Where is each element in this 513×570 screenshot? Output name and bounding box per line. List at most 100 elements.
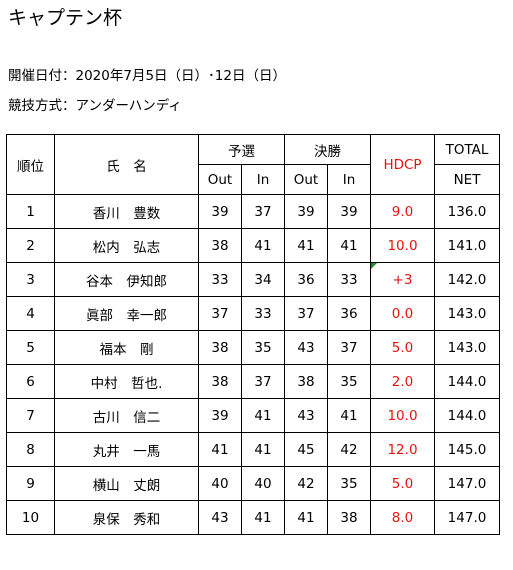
final-in-cell: 35 — [327, 466, 371, 501]
final-out-cell: 45 — [284, 432, 328, 467]
final-out-cell: 43 — [284, 398, 328, 433]
final-in-cell: 33 — [327, 262, 371, 297]
header-net: NET — [434, 164, 500, 195]
rank-cell: 10 — [6, 500, 55, 535]
hdcp-value: +3 — [392, 271, 413, 288]
net-cell: 144.0 — [434, 398, 500, 433]
final-out-cell: 39 — [284, 194, 328, 229]
final-in-cell: 35 — [327, 364, 371, 399]
player-name-cell: 中村 哲也. — [54, 364, 199, 399]
header-final-in: In — [327, 164, 371, 195]
table-row: 10 泉保 秀和 43 41 41 38 8.0 147.0 — [6, 500, 500, 535]
player-name-cell: 泉保 秀和 — [54, 500, 199, 535]
qualifying-out-cell: 38 — [198, 330, 242, 365]
final-in-cell: 39 — [327, 194, 371, 229]
rank-cell: 8 — [6, 432, 55, 467]
qualifying-in-cell: 40 — [241, 466, 285, 501]
net-cell: 143.0 — [434, 330, 500, 365]
hdcp-cell: +3 — [370, 262, 435, 297]
qualifying-in-cell: 41 — [241, 432, 285, 467]
rank-cell: 7 — [6, 398, 55, 433]
final-out-cell: 41 — [284, 228, 328, 263]
page-title: キャプテン杯 — [8, 7, 123, 29]
qualifying-in-cell: 41 — [241, 228, 285, 263]
qualifying-in-cell: 37 — [241, 194, 285, 229]
final-in-cell: 38 — [327, 500, 371, 535]
qualifying-in-cell: 41 — [241, 398, 285, 433]
table-row: 2 松内 弘志 38 41 41 41 10.0 141.0 — [6, 228, 500, 263]
hdcp-cell: 2.0 — [370, 364, 435, 399]
table-row: 1 香川 豊数 39 37 39 39 9.0 136.0 — [6, 194, 500, 229]
hdcp-cell: 12.0 — [370, 432, 435, 467]
net-cell: 147.0 — [434, 466, 500, 501]
table-row: 3 谷本 伊知郎 33 34 36 33 +3 142.0 — [6, 262, 500, 297]
final-in-cell: 41 — [327, 398, 371, 433]
hdcp-cell: 0.0 — [370, 296, 435, 331]
final-out-cell: 42 — [284, 466, 328, 501]
header-final: 決勝 — [284, 134, 371, 165]
player-name-cell: 丸井 一馬 — [54, 432, 199, 467]
rank-cell: 4 — [6, 296, 55, 331]
table-row: 8 丸井 一馬 41 41 45 42 12.0 145.0 — [6, 432, 500, 467]
hdcp-cell: 9.0 — [370, 194, 435, 229]
player-name-cell: 松内 弘志 — [54, 228, 199, 263]
player-name-cell: 横山 丈朗 — [54, 466, 199, 501]
rank-cell: 2 — [6, 228, 55, 263]
hdcp-cell: 5.0 — [370, 330, 435, 365]
net-cell: 142.0 — [434, 262, 500, 297]
player-name-cell: 香川 豊数 — [54, 194, 199, 229]
table-row: 7 古川 信二 39 41 43 41 10.0 144.0 — [6, 398, 500, 433]
hdcp-cell: 10.0 — [370, 228, 435, 263]
table-row: 9 横山 丈朗 40 40 42 35 5.0 147.0 — [6, 466, 500, 501]
table-row: 4 眞部 幸一郎 37 33 37 36 0.0 143.0 — [6, 296, 500, 331]
net-cell: 147.0 — [434, 500, 500, 535]
player-name-cell: 福本 剛 — [54, 330, 199, 365]
qualifying-out-cell: 41 — [198, 432, 242, 467]
qualifying-out-cell: 39 — [198, 398, 242, 433]
header-qualifying: 予選 — [198, 134, 285, 165]
final-out-cell: 41 — [284, 500, 328, 535]
qualifying-in-cell: 41 — [241, 500, 285, 535]
rank-cell: 6 — [6, 364, 55, 399]
qualifying-in-cell: 34 — [241, 262, 285, 297]
header-name: 氏 名 — [54, 134, 199, 195]
comment-marker-icon[interactable] — [371, 263, 377, 269]
final-in-cell: 41 — [327, 228, 371, 263]
rank-cell: 5 — [6, 330, 55, 365]
header-qualifying-out: Out — [198, 164, 242, 195]
qualifying-out-cell: 39 — [198, 194, 242, 229]
qualifying-out-cell: 38 — [198, 228, 242, 263]
player-name-cell: 谷本 伊知郎 — [54, 262, 199, 297]
header-final-out: Out — [284, 164, 328, 195]
header-hdcp: HDCP — [370, 134, 435, 195]
header-rank: 順位 — [6, 134, 55, 195]
qualifying-out-cell: 37 — [198, 296, 242, 331]
player-name-cell: 古川 信二 — [54, 398, 199, 433]
qualifying-in-cell: 33 — [241, 296, 285, 331]
table-row: 5 福本 剛 38 35 43 37 5.0 143.0 — [6, 330, 500, 365]
qualifying-in-cell: 37 — [241, 364, 285, 399]
net-cell: 145.0 — [434, 432, 500, 467]
final-in-cell: 36 — [327, 296, 371, 331]
results-table: 順位 氏 名 予選 決勝 HDCP TOTAL Out In Out In NE… — [6, 134, 500, 535]
header-qualifying-in: In — [241, 164, 285, 195]
net-cell: 136.0 — [434, 194, 500, 229]
header-total: TOTAL — [434, 134, 500, 165]
final-out-cell: 38 — [284, 364, 328, 399]
final-in-cell: 42 — [327, 432, 371, 467]
final-out-cell: 37 — [284, 296, 328, 331]
player-name-cell: 眞部 幸一郎 — [54, 296, 199, 331]
table-row: 6 中村 哲也. 38 37 38 35 2.0 144.0 — [6, 364, 500, 399]
hdcp-cell: 5.0 — [370, 466, 435, 501]
qualifying-out-cell: 43 — [198, 500, 242, 535]
qualifying-out-cell: 40 — [198, 466, 242, 501]
net-cell: 141.0 — [434, 228, 500, 263]
hdcp-cell: 8.0 — [370, 500, 435, 535]
net-cell: 144.0 — [434, 364, 500, 399]
competition-format: 競技方式：アンダーハンディ — [8, 98, 182, 114]
rank-cell: 1 — [6, 194, 55, 229]
event-date: 開催日付：2020年7月5日（日）･12日（日） — [8, 68, 286, 84]
qualifying-in-cell: 35 — [241, 330, 285, 365]
rank-cell: 3 — [6, 262, 55, 297]
qualifying-out-cell: 38 — [198, 364, 242, 399]
